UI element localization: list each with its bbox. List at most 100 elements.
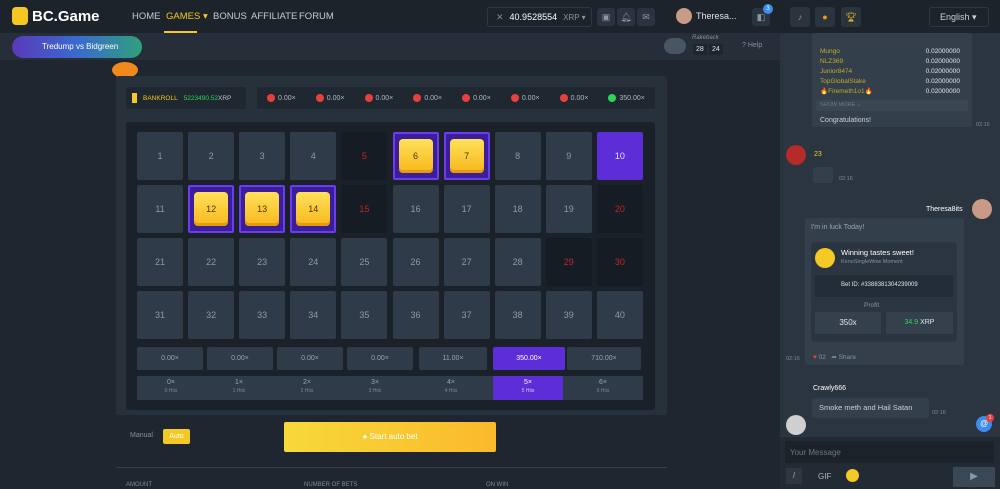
cell-19[interactable]: 19 bbox=[545, 185, 592, 233]
nav-bonus[interactable]: BONUS bbox=[213, 11, 247, 22]
gem-icon: 12 bbox=[194, 192, 229, 226]
cell-8[interactable]: 8 bbox=[494, 132, 541, 180]
gem-icon: 6 bbox=[398, 139, 433, 173]
balance-selector[interactable]: ✕ 40.9528554 XRP ▾ bbox=[487, 7, 592, 27]
cell-16[interactable]: 16 bbox=[392, 185, 439, 233]
cell-34[interactable]: 34 bbox=[290, 291, 337, 339]
cell-17[interactable]: 17 bbox=[443, 185, 490, 233]
gem-icon: 14 bbox=[296, 192, 331, 226]
winner-row: Mungo 0.02000000 bbox=[820, 47, 960, 57]
avatar[interactable] bbox=[676, 8, 692, 24]
gem-icon: 7 bbox=[449, 139, 484, 173]
cell-28[interactable]: 28 bbox=[494, 238, 541, 286]
cell-11[interactable]: 11 bbox=[137, 185, 183, 233]
winner-name[interactable]: Mungo bbox=[820, 48, 840, 55]
cell-26[interactable]: 26 bbox=[392, 238, 439, 286]
nav-affiliate[interactable]: AFFILIATE bbox=[251, 11, 298, 22]
cell-35[interactable]: 35 bbox=[341, 291, 388, 339]
music-icon[interactable]: ♪ bbox=[790, 7, 810, 27]
timestamp: 02:16 bbox=[976, 122, 990, 128]
cell-38[interactable]: 38 bbox=[494, 291, 541, 339]
nav-games[interactable]: GAMES ▾ bbox=[166, 11, 208, 22]
cell-4[interactable]: 4 bbox=[290, 132, 337, 180]
cell-22[interactable]: 22 bbox=[188, 238, 235, 286]
send-button[interactable]: ▶ bbox=[953, 467, 995, 487]
cell-29[interactable]: 29 bbox=[545, 238, 592, 286]
cell-37[interactable]: 37 bbox=[443, 291, 490, 339]
like-button[interactable]: ♥ 02 ➦ Share bbox=[813, 354, 856, 361]
logo[interactable]: BC.Game bbox=[12, 7, 100, 25]
cell-31[interactable]: 31 bbox=[137, 291, 183, 339]
cell-14[interactable]: 14 bbox=[290, 185, 337, 233]
winner-name[interactable]: 🔥Firemeth1o1🔥 bbox=[820, 88, 873, 95]
cell-7[interactable]: 7 bbox=[443, 132, 490, 180]
trophy-icon[interactable]: 🏆︎ bbox=[841, 7, 861, 27]
cell-24[interactable]: 24 bbox=[290, 238, 337, 286]
cell-25[interactable]: 25 bbox=[341, 238, 388, 286]
cell-12[interactable]: 12 bbox=[188, 185, 235, 233]
rakeback-hours: 28 bbox=[693, 44, 707, 55]
meteor-icon[interactable]: ● bbox=[815, 7, 835, 27]
username[interactable]: 23 bbox=[814, 151, 822, 158]
cell-6[interactable]: 6 bbox=[392, 132, 439, 180]
result-dot bbox=[559, 94, 568, 102]
winner-amount: 0.02000000 bbox=[925, 58, 960, 65]
winner-name[interactable]: NLZ369 bbox=[820, 58, 844, 65]
mention-badge: 1 bbox=[986, 414, 994, 422]
cell-18[interactable]: 18 bbox=[494, 185, 541, 233]
language-select[interactable]: English ▾ bbox=[929, 7, 989, 27]
cell-39[interactable]: 39 bbox=[545, 291, 592, 339]
winner-name[interactable]: Junior8474 bbox=[820, 68, 853, 75]
cell-10[interactable]: 10 bbox=[596, 132, 643, 180]
show-more-button[interactable]: SHOW MORE ⌄ bbox=[816, 100, 968, 111]
command-button[interactable]: / bbox=[786, 468, 802, 484]
chat-input-area: / GIF ▶ bbox=[780, 437, 1000, 489]
message-input[interactable] bbox=[785, 441, 994, 463]
divider bbox=[116, 467, 667, 468]
username[interactable]: Theresa... bbox=[696, 11, 737, 21]
cell-23[interactable]: 23 bbox=[239, 238, 286, 286]
cell-9[interactable]: 9 bbox=[545, 132, 592, 180]
bell-icon[interactable]: 🔔︎ bbox=[617, 8, 635, 26]
cell-15[interactable]: 15 bbox=[341, 185, 388, 233]
bet-card[interactable]: Winning tastes sweet! KenoSingleWow Mome… bbox=[811, 242, 957, 342]
history-item: 0.00× bbox=[315, 94, 345, 102]
avatar[interactable] bbox=[786, 415, 806, 435]
cell-30[interactable]: 30 bbox=[596, 238, 643, 286]
mode-manual[interactable]: Manual bbox=[130, 432, 153, 439]
share-button[interactable]: Share bbox=[838, 354, 856, 361]
gif-button[interactable]: GIF bbox=[818, 472, 832, 481]
cell-13[interactable]: 13 bbox=[239, 185, 286, 233]
number-of-bets-label: NUMBER OF BETS bbox=[304, 482, 358, 488]
cell-36[interactable]: 36 bbox=[392, 291, 439, 339]
help-link[interactable]: ? Help bbox=[742, 42, 763, 49]
cell-1[interactable]: 1 bbox=[137, 132, 183, 180]
cell-21[interactable]: 21 bbox=[137, 238, 183, 286]
username[interactable]: Crawly666 bbox=[813, 385, 847, 392]
nav-home[interactable]: HOME bbox=[132, 11, 161, 22]
cell-2[interactable]: 2 bbox=[188, 132, 235, 180]
mail-icon[interactable]: ✉ bbox=[637, 8, 655, 26]
history-item: 0.00× bbox=[559, 94, 588, 102]
payout-multiplier: 710.00× bbox=[567, 347, 641, 370]
winner-name[interactable]: TopGlobalStake bbox=[820, 78, 866, 85]
avatar[interactable] bbox=[786, 145, 806, 165]
promo-banner[interactable]: Tredump vs Bidgreen bbox=[12, 36, 142, 58]
cell-20[interactable]: 20 bbox=[596, 185, 643, 233]
cell-40[interactable]: 40 bbox=[596, 291, 643, 339]
bet-id[interactable]: Bet ID: #3388381304239009 bbox=[815, 275, 953, 297]
username[interactable]: Theresa8its bbox=[926, 206, 963, 213]
cell-27[interactable]: 27 bbox=[443, 238, 490, 286]
mode-auto[interactable]: Auto bbox=[163, 429, 190, 444]
wallet-icon[interactable]: ▣ bbox=[597, 8, 615, 26]
avatar[interactable] bbox=[972, 199, 992, 219]
cell-3[interactable]: 3 bbox=[239, 132, 286, 180]
emoji-button[interactable] bbox=[846, 469, 859, 482]
cell-32[interactable]: 32 bbox=[188, 291, 235, 339]
chat-top-bar: ♪ ● 🏆︎ English ▾ bbox=[780, 0, 1000, 33]
winner-amount: 0.02000000 bbox=[925, 68, 960, 75]
nav-forum[interactable]: FORUM bbox=[299, 11, 334, 22]
start-auto-bet-button[interactable]: ● Start auto bet bbox=[284, 422, 496, 452]
cell-33[interactable]: 33 bbox=[239, 291, 286, 339]
cell-5[interactable]: 5 bbox=[341, 132, 388, 180]
